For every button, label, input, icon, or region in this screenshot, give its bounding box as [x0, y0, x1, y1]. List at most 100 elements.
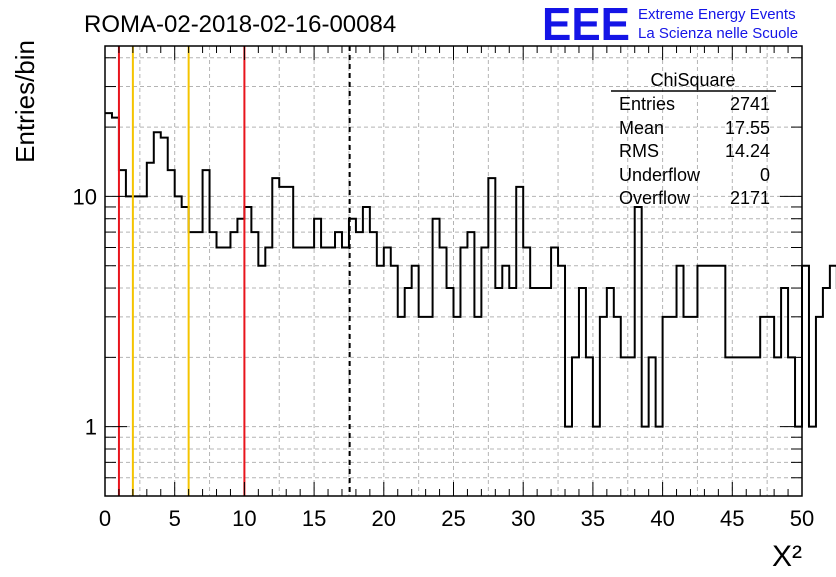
histogram-bin [356, 232, 363, 496]
histogram-bin [251, 232, 258, 496]
histogram-bin [286, 187, 293, 496]
stats-title: ChiSquare [650, 70, 735, 90]
x-tick-label: 15 [302, 506, 326, 531]
histogram-bin [816, 317, 823, 496]
y-tick-label: 10 [73, 184, 97, 209]
y-tick-label: 1 [85, 415, 97, 440]
stats-box: ChiSquare Entries 2741 Mean 17.55 RMS 14… [611, 70, 776, 208]
histogram-bin [809, 427, 816, 496]
histogram-bin [384, 247, 391, 496]
histogram-bin [210, 232, 217, 496]
histogram-bin [663, 317, 670, 496]
histogram-bin [265, 247, 272, 496]
stats-label-entries: Entries [619, 94, 675, 114]
histogram-bin [830, 266, 836, 496]
histogram-bin [223, 247, 230, 496]
histogram-bin [279, 187, 286, 496]
histogram-bin [551, 247, 558, 496]
histogram-bin [419, 317, 426, 496]
histogram-bin [335, 232, 342, 496]
histogram-bin [481, 247, 488, 496]
histogram-bin [690, 317, 697, 496]
histogram-bin [704, 266, 711, 496]
histogram-bin [147, 163, 154, 496]
stats-label-underflow: Underflow [619, 165, 701, 185]
histogram-bin [405, 288, 412, 496]
histogram-bin [718, 266, 725, 496]
histogram-bin [537, 288, 544, 496]
x-tick-label: 10 [232, 506, 256, 531]
histogram-bin [412, 266, 419, 496]
histogram-bin [300, 247, 307, 496]
x-tick-label: 5 [169, 506, 181, 531]
histogram-bin [244, 207, 251, 496]
histogram-bin [447, 288, 454, 496]
histogram-bin [126, 196, 133, 496]
x-tick-label: 40 [650, 506, 674, 531]
histogram-bin [684, 317, 691, 496]
y-axis-label: Entries/bin [10, 40, 40, 163]
histogram-bin [767, 317, 774, 496]
stats-label-rms: RMS [619, 141, 659, 161]
histogram-bin [823, 288, 830, 496]
histogram-bin [217, 247, 224, 496]
x-tick-label: 0 [99, 506, 111, 531]
x-tick-label: 35 [581, 506, 605, 531]
histogram-bin [140, 196, 147, 496]
histogram-bin [495, 288, 502, 496]
histogram-bin [398, 317, 405, 496]
histogram-bin [670, 317, 677, 496]
histogram-bin [579, 288, 586, 496]
stats-value-rms: 14.24 [725, 141, 770, 161]
logo-line-1: Extreme Energy Events [638, 6, 796, 23]
histogram-bin [509, 288, 516, 496]
histogram-bin [635, 207, 642, 496]
histogram-bin [293, 247, 300, 496]
histogram-bin [175, 196, 182, 496]
x-tick-label: 30 [511, 506, 535, 531]
stats-value-mean: 17.55 [725, 118, 770, 138]
histogram [105, 112, 836, 496]
histogram-bin [440, 247, 447, 496]
histogram-bin [516, 187, 523, 496]
histogram-bin [711, 266, 718, 496]
histogram-bin [272, 178, 279, 496]
histogram-bin [105, 113, 112, 496]
histogram-bin [391, 266, 398, 496]
histogram-bin [328, 247, 335, 496]
stats-value-underflow: 0 [760, 165, 770, 185]
chart-title: ROMA-02-2018-02-16-00084 [84, 11, 396, 38]
histogram-bin [154, 132, 161, 496]
histogram-bin [454, 317, 461, 496]
stats-value-overflow: 2171 [730, 188, 770, 208]
histogram-bin [182, 207, 189, 496]
histogram-bin [781, 288, 788, 496]
histogram-bin [614, 317, 621, 496]
histogram-bin [258, 266, 265, 496]
histogram-bin [760, 317, 767, 496]
axes: 0 5 10 15 20 25 30 35 40 45 50 1 10 [73, 45, 814, 531]
x-tick-label: 50 [790, 506, 814, 531]
histogram-bin [677, 266, 684, 496]
histogram-bin [474, 317, 481, 496]
x-tick-label: 45 [720, 506, 744, 531]
histogram-bin [307, 247, 314, 496]
histogram-outline [105, 112, 836, 428]
histogram-bin [607, 288, 614, 496]
eee-logo: EEE Extreme Energy Events La Scienza nel… [542, 0, 798, 50]
histogram-bin [544, 288, 551, 496]
logo-letters: EEE [542, 0, 630, 50]
logo-line-2: La Scienza nelle Scuole [638, 25, 798, 42]
histogram-bin [530, 288, 537, 496]
histogram-bin [133, 196, 140, 496]
stats-label-overflow: Overflow [619, 188, 691, 208]
x-tick-label: 25 [441, 506, 465, 531]
x-tick-label: 20 [372, 506, 396, 531]
histogram-bin [488, 178, 495, 496]
histogram-bin [196, 232, 203, 496]
histogram-bin [363, 207, 370, 496]
stats-label-mean: Mean [619, 118, 664, 138]
histogram-bin [112, 118, 119, 496]
